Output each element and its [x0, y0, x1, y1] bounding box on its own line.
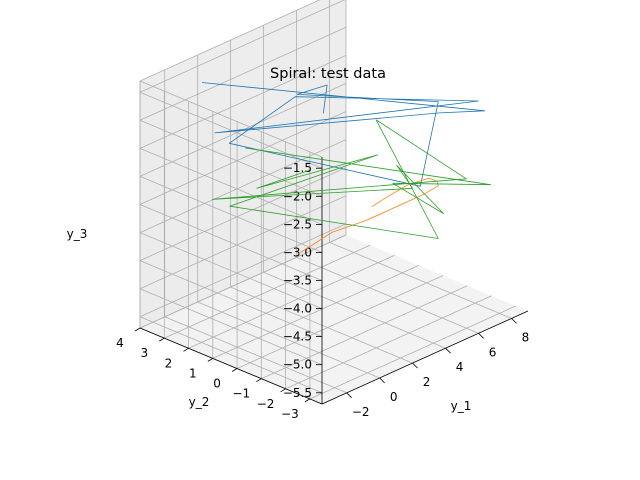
grid-line-z [139, 195, 347, 290]
x-tick-mark [478, 333, 484, 339]
pane-edge [139, 0, 321, 82]
x-tick-mark [346, 392, 352, 399]
grid-line-y [164, 244, 371, 339]
y-tick-mark [304, 398, 311, 403]
pane-edge [139, 80, 323, 158]
y-tick-mark [256, 378, 262, 383]
grid-line-y [236, 275, 444, 369]
grid-line-z [139, 111, 347, 205]
grid-line-y [212, 265, 419, 359]
z-tick-label: −3.5 [283, 274, 312, 288]
y-tick-mark [280, 388, 286, 393]
grid-group [139, 0, 517, 405]
grid-line-y [188, 254, 395, 349]
y-tick-label: −1 [232, 387, 250, 401]
x-tick-label: 0 [390, 390, 398, 404]
grid-line-z [139, 288, 323, 366]
grid-line-z [139, 0, 346, 93]
z-tick-label: −4.0 [283, 302, 312, 316]
grid-line-y [309, 305, 517, 400]
pane-right [140, 0, 346, 328]
x-tick-label: 6 [489, 345, 497, 359]
z-axis-label: y_3 [67, 227, 88, 241]
z-tick-label: −1.5 [283, 161, 312, 175]
chart-title: Spiral: test data [270, 66, 386, 82]
z-tick-label: −5.5 [283, 386, 312, 400]
pane-edge [139, 234, 347, 329]
x-tick-label: 2 [423, 375, 431, 389]
z-tick-label: −5.0 [283, 358, 312, 372]
y-tick-label: 0 [213, 377, 221, 391]
x-tick-label: 4 [456, 360, 464, 374]
y-tick-label: −2 [257, 397, 275, 411]
y-tick-label: −3 [281, 407, 299, 421]
grid-line-z [139, 260, 323, 337]
grid-line-z [139, 167, 347, 261]
y-axis-line [139, 327, 323, 405]
grid-line-z [139, 148, 323, 225]
tick-group: −2 0 2 4 6 8 −3 −2 −1 0 1 2 3 4 −5.5 −5.0 −4.5 −4.0 −3.5 −3… [116, 161, 529, 421]
grid-line-z [139, 83, 347, 177]
y-tick-label: 3 [140, 346, 148, 360]
grid-line-z [139, 316, 323, 394]
grid-line-y [285, 295, 492, 390]
grid-line-x [263, 271, 446, 349]
grid-line-x [329, 242, 512, 319]
y-axis-label: y_2 [189, 395, 210, 409]
x-axis-label: y_1 [451, 399, 472, 413]
z-tick-label: −4.5 [283, 330, 312, 344]
grid-line-z [139, 232, 323, 309]
x-tick-mark [511, 318, 517, 324]
grid-line-x [164, 316, 347, 394]
z-tick-label: −3.0 [283, 245, 312, 259]
x-tick-mark [379, 377, 385, 384]
y-tick-mark [159, 337, 165, 342]
grid-line-z [139, 91, 323, 169]
y-tick-mark [231, 368, 238, 372]
grid-line-z [139, 139, 347, 233]
grid-line-z [139, 204, 323, 281]
series-group [201, 82, 492, 254]
y-tick-label: 1 [189, 366, 197, 380]
y-tick-label: 4 [116, 336, 124, 350]
grid-line-z [139, 119, 323, 197]
grid-line-y [261, 285, 468, 380]
grid-line-z [139, 26, 347, 121]
series-line-3 [211, 119, 492, 239]
y-tick-mark [134, 327, 141, 332]
y-tick-mark [183, 347, 189, 352]
x-axis-line [321, 310, 529, 405]
grid-line-z [139, 55, 347, 149]
grid-line-x [197, 301, 380, 379]
grid-line-x [296, 256, 479, 334]
series-line-1 [201, 82, 486, 187]
x-tick-label: −2 [352, 405, 370, 419]
x-tick-mark [445, 347, 451, 354]
x-tick-label: 8 [522, 330, 530, 344]
z-tick-label: −2.5 [283, 217, 312, 231]
y-tick-mark [207, 358, 214, 362]
y-tick-label: 2 [165, 356, 173, 370]
grid-line-z [139, 223, 347, 318]
x-tick-mark [412, 362, 418, 369]
grid-line-z [139, 176, 323, 253]
